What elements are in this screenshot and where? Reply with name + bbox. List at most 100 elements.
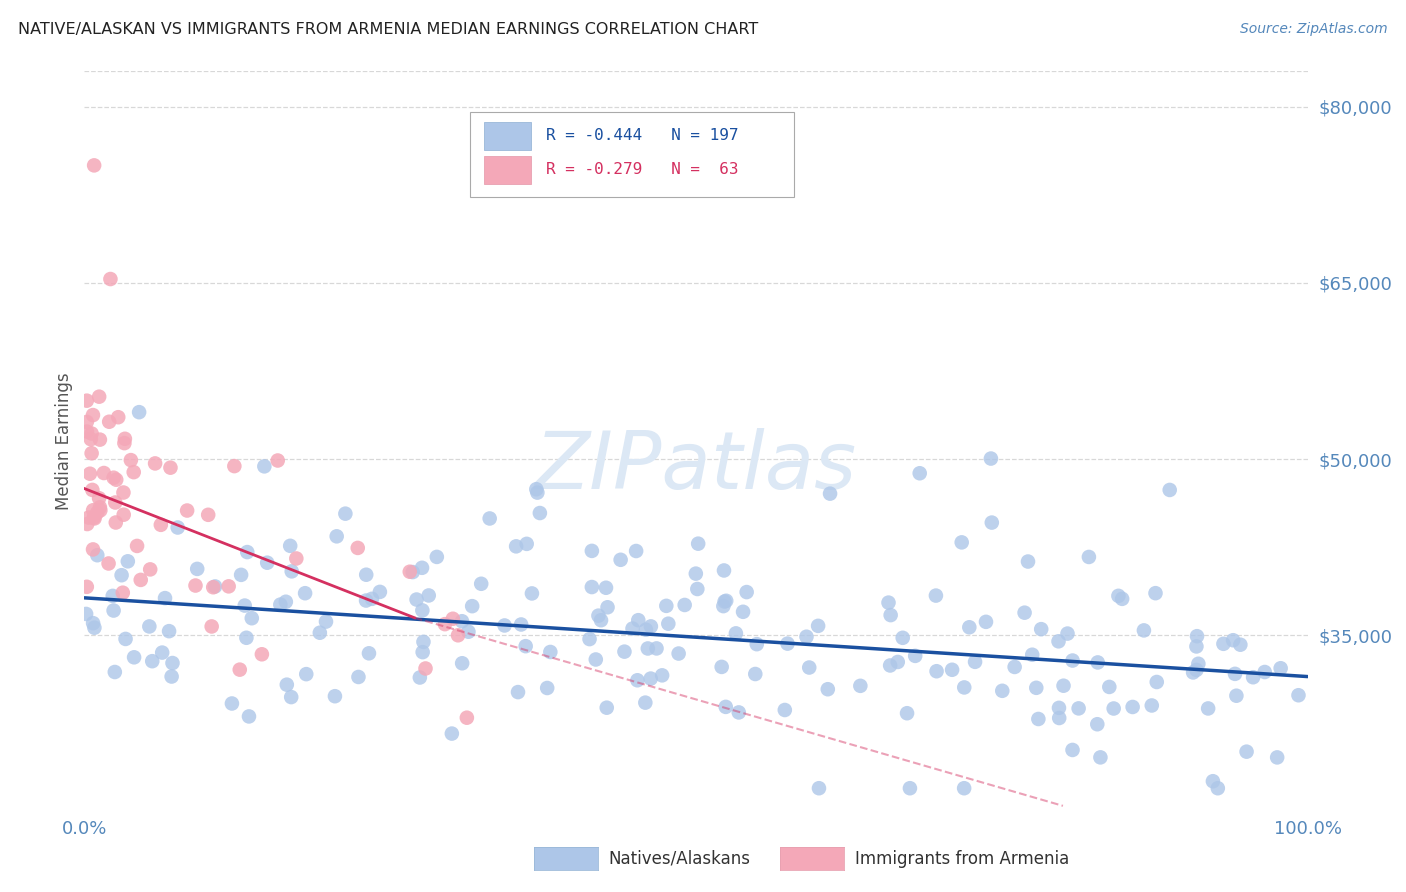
- Point: [634, 696, 657, 710]
- Point: [1111, 591, 1133, 606]
- FancyBboxPatch shape: [484, 121, 531, 150]
- Point: [724, 626, 747, 640]
- Point: [186, 562, 208, 576]
- Text: R = -0.279   N =  63: R = -0.279 N = 63: [546, 162, 738, 178]
- Point: [950, 535, 973, 549]
- Point: [818, 486, 841, 500]
- Point: [686, 582, 709, 596]
- Point: [1144, 586, 1167, 600]
- Point: [162, 656, 184, 670]
- Point: [204, 579, 226, 593]
- Point: [609, 553, 631, 567]
- Point: [1056, 626, 1078, 640]
- Point: [1047, 701, 1070, 715]
- Point: [89, 500, 111, 515]
- Point: [120, 453, 142, 467]
- Point: [1229, 638, 1251, 652]
- Point: [887, 655, 910, 669]
- Point: [82, 503, 104, 517]
- Point: [1140, 698, 1163, 713]
- Point: [141, 654, 163, 668]
- Text: Immigrants from Armenia: Immigrants from Armenia: [855, 849, 1069, 868]
- Point: [727, 706, 749, 720]
- Point: [626, 673, 648, 688]
- Point: [714, 699, 737, 714]
- Point: [280, 565, 302, 579]
- Point: [218, 579, 240, 593]
- Point: [904, 648, 927, 663]
- Point: [89, 390, 111, 404]
- Point: [953, 681, 976, 695]
- Point: [1241, 670, 1264, 684]
- Point: [817, 682, 839, 697]
- Point: [991, 683, 1014, 698]
- Point: [82, 408, 104, 422]
- Point: [112, 436, 135, 450]
- Point: [1206, 781, 1229, 796]
- Point: [516, 537, 538, 551]
- Point: [515, 639, 537, 653]
- Point: [655, 599, 678, 613]
- Point: [128, 405, 150, 419]
- Point: [1062, 743, 1084, 757]
- Point: [447, 628, 470, 642]
- Point: [229, 567, 252, 582]
- Point: [117, 554, 139, 568]
- Point: [107, 410, 129, 425]
- Point: [267, 453, 290, 467]
- Point: [294, 586, 316, 600]
- Point: [80, 426, 103, 441]
- Point: [796, 630, 818, 644]
- Point: [716, 594, 738, 608]
- Point: [269, 598, 291, 612]
- Point: [236, 545, 259, 559]
- Point: [588, 608, 610, 623]
- Point: [1077, 549, 1099, 564]
- Point: [250, 647, 273, 661]
- Point: [361, 591, 384, 606]
- Point: [980, 516, 1002, 530]
- Point: [589, 613, 612, 627]
- Point: [640, 672, 662, 686]
- Point: [941, 663, 963, 677]
- Point: [402, 565, 425, 579]
- Point: [274, 595, 297, 609]
- Point: [184, 578, 207, 592]
- Text: ZIPatlas: ZIPatlas: [534, 428, 858, 507]
- Point: [538, 645, 561, 659]
- Point: [879, 608, 901, 623]
- Point: [129, 573, 152, 587]
- Point: [735, 585, 758, 599]
- Point: [441, 612, 464, 626]
- Point: [235, 631, 257, 645]
- Point: [76, 516, 98, 531]
- Point: [624, 544, 647, 558]
- Point: [354, 567, 377, 582]
- Point: [1182, 665, 1205, 680]
- Point: [412, 645, 434, 659]
- Point: [100, 272, 122, 286]
- Point: [807, 781, 830, 796]
- Point: [80, 432, 103, 446]
- Point: [114, 432, 136, 446]
- Point: [76, 415, 98, 429]
- Point: [1185, 663, 1208, 677]
- Point: [1062, 654, 1084, 668]
- Point: [1212, 637, 1234, 651]
- Point: [1047, 711, 1070, 725]
- Point: [368, 585, 391, 599]
- Point: [710, 660, 733, 674]
- Point: [1222, 633, 1244, 648]
- Point: [581, 544, 603, 558]
- Point: [688, 536, 710, 550]
- Point: [86, 548, 108, 562]
- Point: [1087, 656, 1109, 670]
- Point: [82, 616, 104, 631]
- Point: [581, 580, 603, 594]
- Point: [1031, 622, 1053, 636]
- Point: [240, 611, 263, 625]
- Point: [637, 641, 659, 656]
- Point: [280, 690, 302, 704]
- Point: [1107, 589, 1129, 603]
- Point: [807, 619, 830, 633]
